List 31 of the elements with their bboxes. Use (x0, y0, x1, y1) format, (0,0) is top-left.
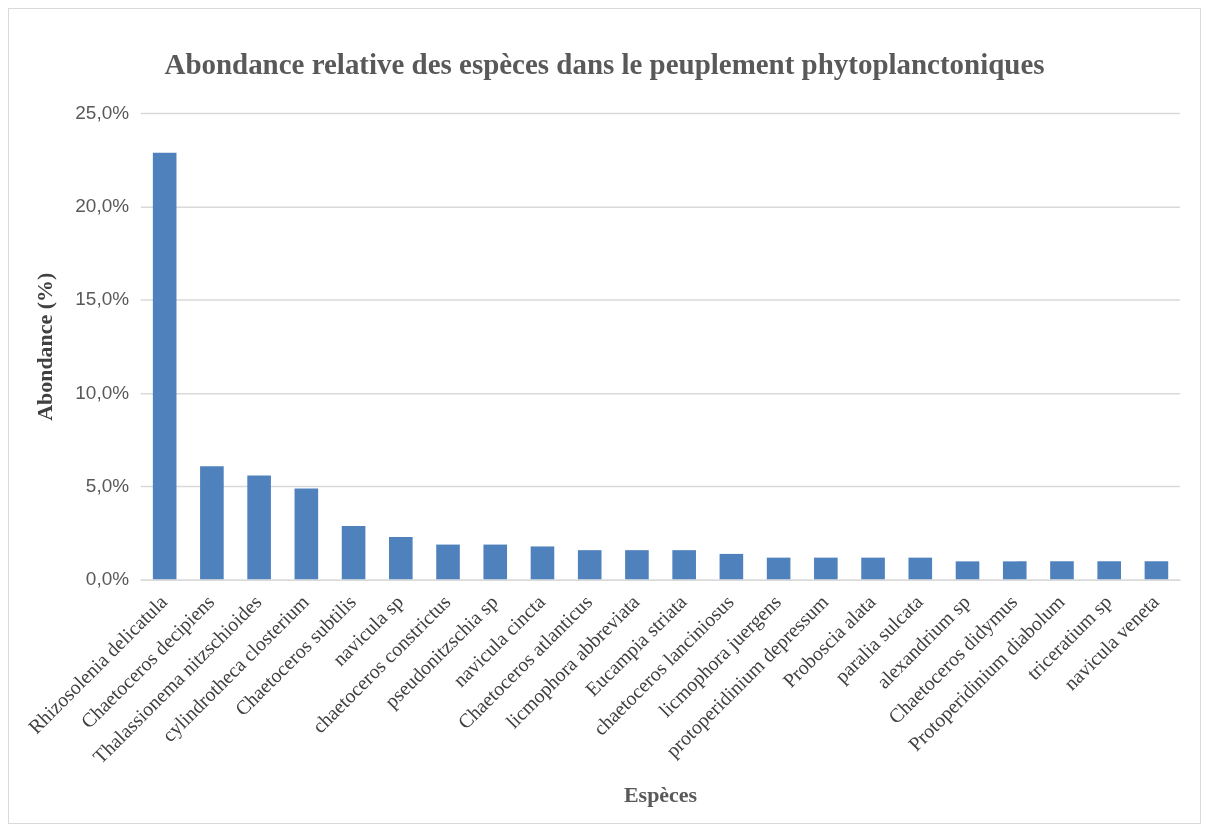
y-axis-title: Abondance (%) (31, 272, 57, 421)
bar (483, 544, 508, 580)
bar (577, 550, 602, 580)
bar (341, 525, 366, 580)
bar (672, 550, 696, 580)
bar (861, 557, 885, 580)
bar (247, 475, 271, 580)
y-tick-label: 0,0% (85, 568, 130, 590)
bar (294, 488, 319, 580)
y-tick-label: 5,0% (85, 474, 130, 496)
y-tick-label: 10,0% (75, 381, 130, 403)
bar (530, 546, 555, 580)
bar (1002, 561, 1027, 580)
bar (152, 152, 177, 580)
bar (200, 466, 224, 580)
bar (719, 553, 744, 580)
bar (1097, 561, 1121, 580)
y-tick-label: 20,0% (75, 195, 130, 217)
x-axis-title: Espèces (623, 781, 698, 807)
bar (908, 557, 933, 580)
chart-title: Abondance relative des espèces dans le peuplement phytoplanctoniques (164, 47, 1045, 80)
bar (1050, 561, 1074, 580)
bar (436, 544, 460, 580)
y-tick-label: 15,0% (75, 288, 130, 310)
bar (388, 537, 413, 580)
y-tick-label: 25,0% (75, 101, 130, 123)
bar (814, 557, 838, 580)
bar (1144, 561, 1169, 580)
bar (766, 557, 791, 580)
bar (625, 550, 649, 580)
bar (955, 561, 980, 580)
